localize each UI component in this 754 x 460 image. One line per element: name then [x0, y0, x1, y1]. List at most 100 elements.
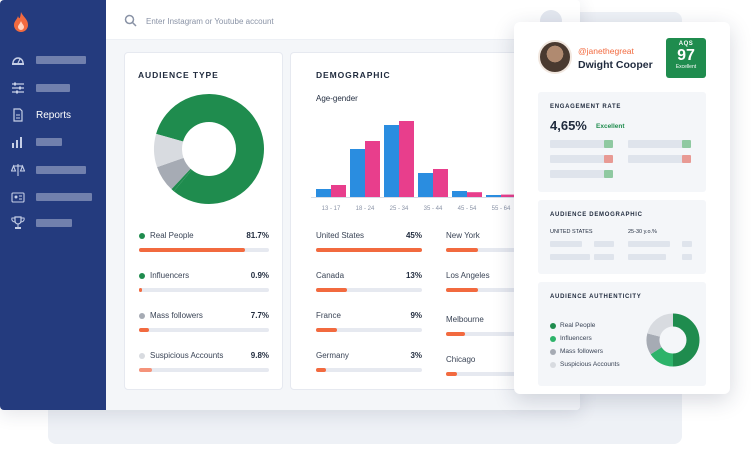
placeholder-bar — [628, 254, 666, 260]
bar-male-45-54[interactable] — [452, 191, 467, 197]
sidebar: Reports — [0, 0, 106, 410]
sidebar-item-analytics[interactable] — [10, 132, 62, 152]
id-card-icon — [10, 189, 26, 205]
bar-female-35-44[interactable] — [433, 169, 448, 197]
donut-slice-mass-followers[interactable] — [157, 157, 192, 190]
city-name: Chicago — [446, 355, 476, 364]
donut-slice-real-people[interactable] — [672, 313, 700, 367]
search-input[interactable] — [146, 10, 386, 32]
chart-subtitle: Age-gender — [316, 94, 358, 103]
legend-dot — [139, 353, 145, 359]
legend-value: 7.7% — [250, 311, 269, 320]
legend-dot — [550, 362, 556, 368]
placeholder-bar — [550, 155, 612, 163]
aqs-score-badge: AQS 97 Excellent — [666, 38, 706, 78]
status-square — [604, 170, 613, 178]
authenticity-donut — [646, 313, 700, 367]
flame-logo[interactable] — [12, 12, 30, 32]
placeholder-bar — [550, 140, 612, 148]
sidebar-item-reports[interactable]: Reports — [10, 105, 71, 125]
audience-type-card: AUDIENCE TYPE Real People 81.7% Influenc… — [124, 52, 283, 390]
bar-female-13-17[interactable] — [331, 185, 346, 197]
placeholder-bar — [594, 241, 614, 247]
country-name: Germany — [316, 351, 349, 360]
age-gender-chart: 13 - 17 18 - 24 25 - 34 35 - 44 45 - 54 55 - … — [311, 121, 521, 212]
sidebar-item-placeholder — [36, 166, 86, 174]
progress-fill — [139, 368, 152, 372]
aqs-value: 97 — [677, 47, 695, 64]
bar-male-18-24[interactable] — [350, 149, 365, 197]
progress-fill — [139, 328, 149, 332]
audience-authenticity-card: AUDIENCE AUTHENTICITY Real People Influe… — [538, 282, 706, 386]
donut-slice-suspicious-accounts[interactable] — [647, 313, 674, 338]
city-name: Los Angeles — [446, 271, 490, 280]
legend-label: Suspicious Accounts — [560, 361, 620, 368]
bar-male-55-64[interactable] — [486, 195, 501, 197]
profile-handle[interactable]: @janethegreat — [578, 46, 634, 56]
status-square — [682, 155, 691, 163]
progress-fill — [316, 288, 347, 292]
progress-fill — [316, 368, 326, 372]
placeholder-bar — [550, 254, 590, 260]
country-name: France — [316, 311, 341, 320]
sidebar-item-dashboard[interactable] — [10, 50, 86, 70]
bar-male-25-34[interactable] — [384, 125, 399, 197]
top-bar — [106, 0, 580, 40]
bar-female-18-24[interactable] — [365, 141, 380, 197]
aqs-label: AQS — [678, 41, 694, 47]
legend-label: Real People — [560, 322, 596, 329]
progress-fill — [446, 372, 457, 376]
demographic-title: AUDIENCE DEMOGRAPHIC — [550, 212, 643, 218]
legend-label: Suspicious Accounts — [150, 351, 224, 360]
progress-track — [316, 368, 422, 372]
donut-slice-influencers[interactable] — [650, 346, 674, 367]
status-square — [682, 140, 691, 148]
x-tick-label: 55 - 64 — [492, 206, 511, 212]
donut-slice-suspicious-accounts[interactable] — [154, 133, 184, 168]
sidebar-item-placeholder — [36, 56, 86, 64]
donut-slice-mass-followers[interactable] — [646, 333, 662, 355]
placeholder-bar — [550, 170, 612, 178]
engagement-badge: Excellent — [596, 123, 625, 130]
progress-fill — [446, 288, 478, 292]
bar-male-13-17[interactable] — [316, 189, 331, 197]
legend-dot — [550, 336, 556, 342]
legend-label: Influencers — [560, 335, 592, 342]
sidebar-item-filters[interactable] — [10, 78, 70, 98]
progress-fill — [446, 248, 478, 252]
country-value: 9% — [410, 311, 422, 320]
placeholder-bar — [628, 140, 690, 148]
progress-fill — [316, 248, 422, 252]
progress-track — [139, 328, 269, 332]
legend-dot — [139, 233, 145, 239]
bar-female-25-34[interactable] — [399, 121, 414, 197]
progress-track — [446, 332, 529, 336]
report-icon — [10, 107, 26, 123]
bar-female-55-64[interactable] — [501, 194, 516, 197]
profile-avatar — [538, 40, 572, 74]
scale-icon — [10, 162, 26, 178]
placeholder-bar — [628, 155, 690, 163]
country-name: United States — [316, 231, 365, 240]
legend-value: 81.7% — [246, 231, 269, 240]
donut-slice-influencers[interactable] — [171, 168, 192, 192]
sidebar-item-rankings[interactable] — [10, 213, 72, 233]
profile-name: Dwight Cooper — [578, 59, 653, 71]
placeholder-bar — [628, 241, 670, 247]
audience-type-donut — [154, 94, 264, 204]
card-title: AUDIENCE TYPE — [138, 70, 219, 80]
legend-dot — [550, 323, 556, 329]
donut-slice-real-people[interactable] — [156, 94, 264, 204]
legend-value: 0.9% — [250, 271, 269, 280]
legend-dot — [139, 313, 145, 319]
chart-icon — [10, 134, 26, 150]
sidebar-item-profiles[interactable] — [10, 187, 92, 207]
progress-track — [316, 328, 422, 332]
x-tick-label: 13 - 17 — [322, 206, 341, 212]
bar-female-45-54[interactable] — [467, 192, 482, 197]
sidebar-item-compare[interactable] — [10, 160, 86, 180]
bar-male-35-44[interactable] — [418, 173, 433, 197]
placeholder-bar — [682, 241, 692, 247]
trophy-icon — [10, 215, 26, 231]
sidebar-item-placeholder — [36, 193, 92, 201]
